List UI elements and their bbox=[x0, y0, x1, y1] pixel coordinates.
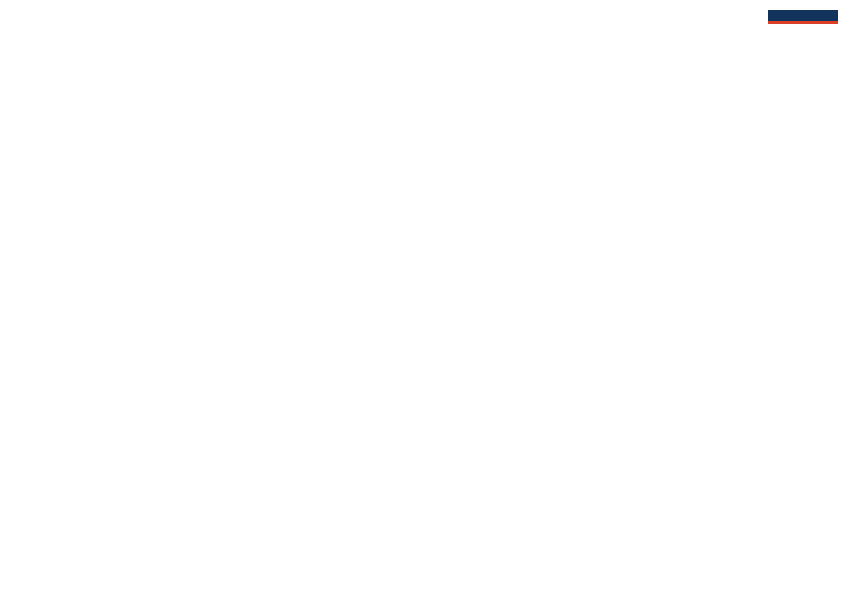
owid-logo[interactable] bbox=[768, 10, 838, 24]
data-source bbox=[15, 574, 19, 588]
chart-footer bbox=[0, 568, 850, 594]
price-line-chart bbox=[0, 110, 850, 560]
